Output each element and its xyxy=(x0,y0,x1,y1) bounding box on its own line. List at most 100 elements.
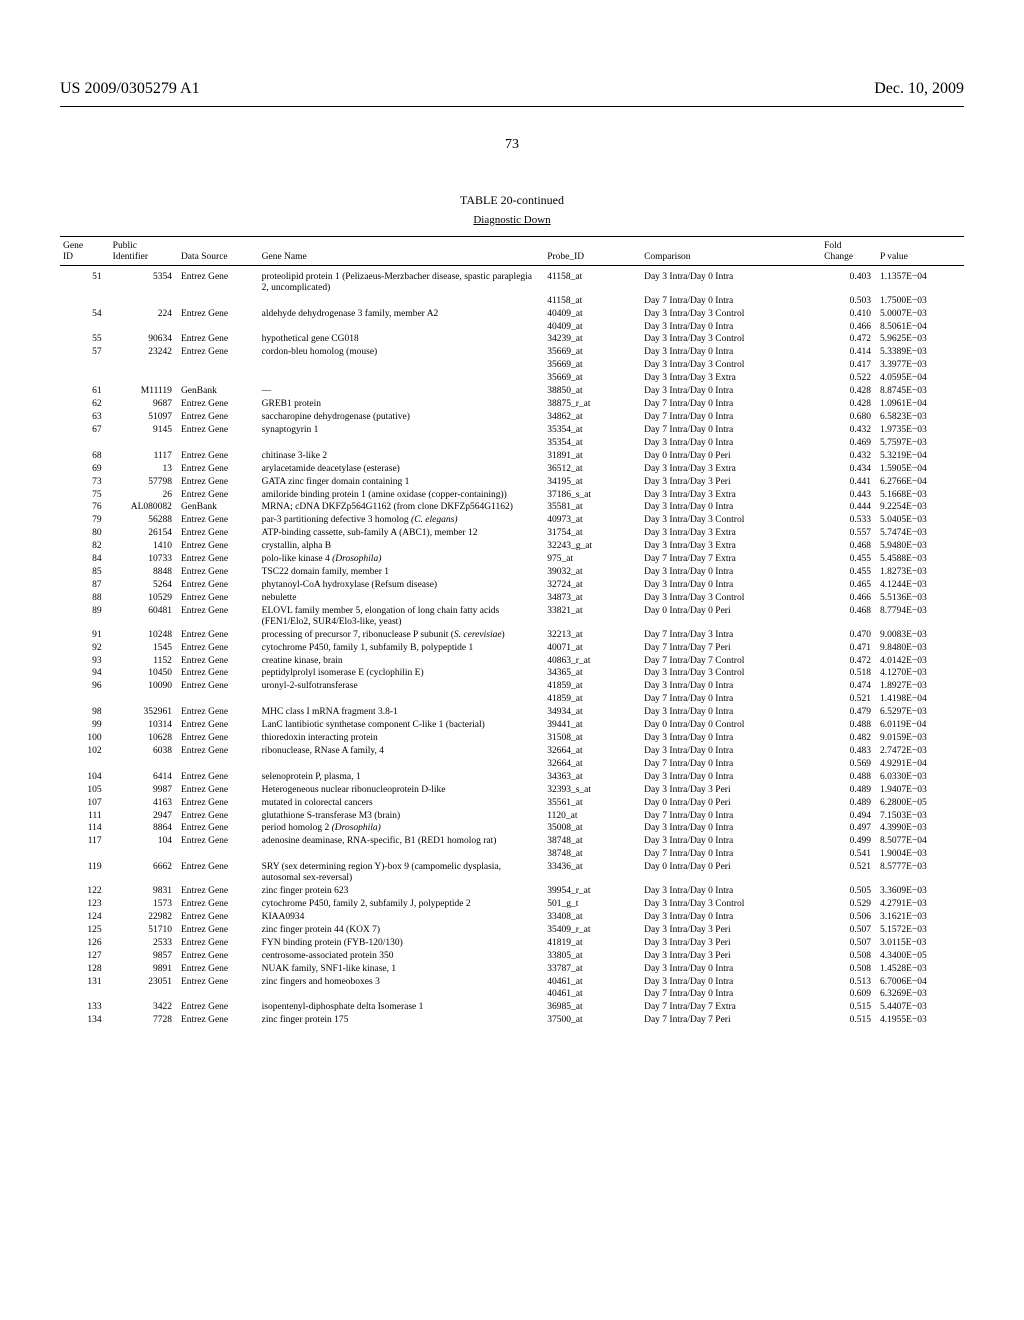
cell: 0.428 xyxy=(821,385,877,398)
cell: 32664_at xyxy=(544,745,641,758)
col-public-id: PublicIdentifier xyxy=(110,237,178,266)
cell: 4.1955E−03 xyxy=(877,1014,964,1027)
cell: 1.4198E−04 xyxy=(877,693,964,706)
cell: 82 xyxy=(60,540,110,553)
cell: 35669_at xyxy=(544,372,641,385)
cell: period homolog 2 (Drosophila) xyxy=(259,822,545,835)
cell: Entrez Gene xyxy=(178,924,259,937)
cell: Entrez Gene xyxy=(178,680,259,693)
cell: 1.4528E−03 xyxy=(877,963,964,976)
cell: 114 xyxy=(60,822,110,835)
cell: 0.506 xyxy=(821,911,877,924)
table-title: TABLE 20-continued xyxy=(60,193,964,208)
cell: 32243_g_at xyxy=(544,540,641,553)
cell: Heterogeneous nuclear ribonucleoprotein … xyxy=(259,784,545,797)
cell: 10733 xyxy=(110,553,178,566)
cell: Entrez Gene xyxy=(178,719,259,732)
cell: 352961 xyxy=(110,706,178,719)
cell: Entrez Gene xyxy=(178,963,259,976)
cell: Entrez Gene xyxy=(178,566,259,579)
cell: Day 3 Intra/Day 0 Intra xyxy=(641,385,821,398)
col-comparison: Comparison xyxy=(641,237,821,266)
cell: 0.434 xyxy=(821,463,877,476)
cell: TSC22 domain family, member 1 xyxy=(259,566,545,579)
cell: Day 3 Intra/Day 0 Intra xyxy=(641,579,821,592)
cell: 33821_at xyxy=(544,605,641,629)
cell: Entrez Gene xyxy=(178,398,259,411)
cell: 57 xyxy=(60,346,110,359)
table-row: 9110248Entrez Geneprocessing of precurso… xyxy=(60,629,964,642)
cell: 4.1270E−03 xyxy=(877,667,964,680)
cell xyxy=(178,693,259,706)
cell: 6414 xyxy=(110,771,178,784)
cell: Entrez Gene xyxy=(178,797,259,810)
cell: Day 3 Intra/Day 0 Intra xyxy=(641,822,821,835)
cell: cytochrome P450, family 1, subfamily B, … xyxy=(259,642,545,655)
cell: 87 xyxy=(60,579,110,592)
cell: 0.529 xyxy=(821,898,877,911)
cell: 51710 xyxy=(110,924,178,937)
cell: 122 xyxy=(60,885,110,898)
cell xyxy=(178,437,259,450)
table-row: 821410Entrez Genecrystallin, alpha B3224… xyxy=(60,540,964,553)
cell xyxy=(259,321,545,334)
cell: 4.0142E−03 xyxy=(877,655,964,668)
table-row: 1074163Entrez Genemutated in colorectal … xyxy=(60,797,964,810)
cell xyxy=(178,359,259,372)
cell: 34862_at xyxy=(544,411,641,424)
cell: 84 xyxy=(60,553,110,566)
cell: 3.0115E−03 xyxy=(877,937,964,950)
cell: 40461_at xyxy=(544,988,641,1001)
cell: 0.507 xyxy=(821,937,877,950)
cell: 62 xyxy=(60,398,110,411)
cell: zinc fingers and homeoboxes 3 xyxy=(259,976,545,989)
cell: 0.533 xyxy=(821,514,877,527)
cell: 35561_at xyxy=(544,797,641,810)
cell: 0.443 xyxy=(821,489,877,502)
cell: GenBank xyxy=(178,385,259,398)
cell: Day 3 Intra/Day 0 Intra xyxy=(641,321,821,334)
table-row: 8810529Entrez Genenebulette34873_atDay 3… xyxy=(60,592,964,605)
cell: 0.513 xyxy=(821,976,877,989)
cell: 85 xyxy=(60,566,110,579)
table-row: 7956288Entrez Genepar-3 partitioning def… xyxy=(60,514,964,527)
cell: Day 3 Intra/Day 0 Intra xyxy=(641,885,821,898)
cell: 40409_at xyxy=(544,308,641,321)
cell: 1.5905E−04 xyxy=(877,463,964,476)
cell: Day 3 Intra/Day 0 Intra xyxy=(641,976,821,989)
cell: 5.3389E−03 xyxy=(877,346,964,359)
cell: 0.465 xyxy=(821,579,877,592)
cell: Entrez Gene xyxy=(178,579,259,592)
cell: Entrez Gene xyxy=(178,514,259,527)
cell: 40461_at xyxy=(544,976,641,989)
cell: Day 3 Intra/Day 0 Intra xyxy=(641,437,821,450)
cell: 0.414 xyxy=(821,346,877,359)
cell: 6.0330E−03 xyxy=(877,771,964,784)
pub-date: Dec. 10, 2009 xyxy=(874,80,964,98)
cell xyxy=(60,988,110,1001)
cell: 39032_at xyxy=(544,566,641,579)
cell: 75 xyxy=(60,489,110,502)
cell: 126 xyxy=(60,937,110,950)
cell: ribonuclease, RNase A family, 4 xyxy=(259,745,545,758)
cell: 79 xyxy=(60,514,110,527)
cell: 0.474 xyxy=(821,680,877,693)
cell: 8.8745E−03 xyxy=(877,385,964,398)
cell: Day 3 Intra/Day 3 Peri xyxy=(641,924,821,937)
cell: 96 xyxy=(60,680,110,693)
cell: Day 7 Intra/Day 0 Intra xyxy=(641,295,821,308)
cell: amiloride binding protein 1 (amine oxida… xyxy=(259,489,545,502)
cell: Day 3 Intra/Day 0 Intra xyxy=(641,346,821,359)
cell: 26154 xyxy=(110,527,178,540)
cell xyxy=(110,988,178,1001)
cell: 1152 xyxy=(110,655,178,668)
cell: 34934_at xyxy=(544,706,641,719)
cell: 6.5297E−03 xyxy=(877,706,964,719)
cell: selenoprotein P, plasma, 1 xyxy=(259,771,545,784)
cell: Entrez Gene xyxy=(178,1001,259,1014)
cell: synaptogyrin 1 xyxy=(259,424,545,437)
cell: 133 xyxy=(60,1001,110,1014)
cell: 35409_r_at xyxy=(544,924,641,937)
cell: Day 7 Intra/Day 0 Intra xyxy=(641,988,821,1001)
cell: FYN binding protein (FYB-120/130) xyxy=(259,937,545,950)
